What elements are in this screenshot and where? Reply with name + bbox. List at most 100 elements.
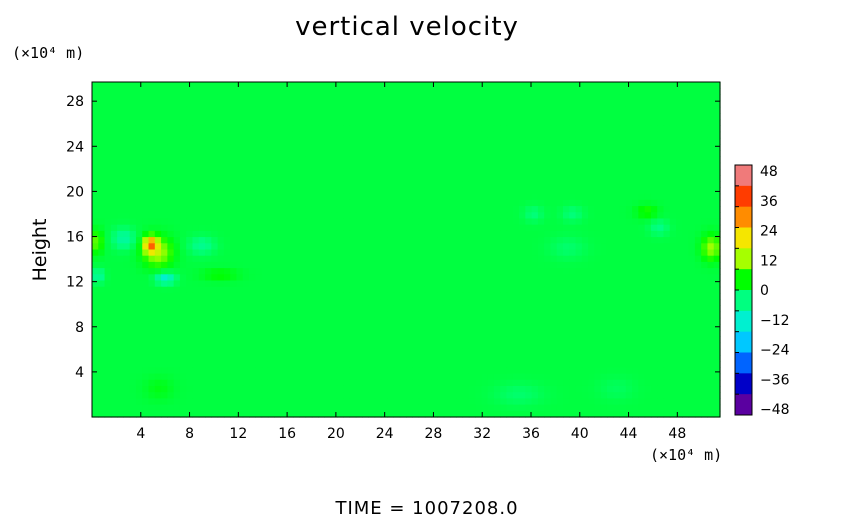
heatmap-cell	[292, 311, 300, 319]
heatmap-cell	[625, 342, 633, 350]
heatmap-cell	[707, 274, 715, 282]
heatmap-cell	[462, 125, 470, 133]
heatmap-cell	[336, 237, 344, 244]
heatmap-cell	[650, 261, 658, 269]
heatmap-cell	[148, 137, 156, 145]
heatmap-cell	[179, 106, 187, 114]
heatmap-cell	[242, 249, 250, 257]
heatmap-cell	[418, 137, 426, 145]
heatmap-cell	[406, 280, 413, 288]
heatmap-cell	[449, 224, 457, 232]
heatmap-cell	[305, 106, 313, 114]
heatmap-cell	[657, 106, 665, 114]
heatmap-cell	[493, 224, 501, 232]
heatmap-cell	[449, 330, 457, 337]
heatmap-cell	[242, 181, 250, 189]
heatmap-cell	[676, 218, 683, 226]
heatmap-cell	[437, 361, 445, 368]
heatmap-cell	[393, 125, 401, 133]
heatmap-cell	[506, 206, 514, 213]
heatmap-cell	[349, 224, 357, 232]
heatmap-cell	[456, 88, 464, 96]
heatmap-cell	[500, 280, 508, 288]
heatmap-cell	[135, 113, 143, 120]
heatmap-cell	[211, 274, 219, 282]
heatmap-cell	[198, 218, 206, 226]
heatmap-cell	[286, 181, 294, 189]
heatmap-cell	[437, 106, 445, 114]
heatmap-cell	[267, 131, 275, 139]
heatmap-cell	[694, 82, 702, 89]
heatmap-cell	[286, 305, 294, 313]
heatmap-cell	[406, 299, 413, 306]
heatmap-cell	[443, 224, 451, 232]
heatmap-cell	[456, 305, 464, 313]
heatmap-cell	[418, 342, 426, 350]
heatmap-cell	[563, 342, 570, 350]
heatmap-cell	[487, 323, 495, 331]
heatmap-cell	[556, 330, 564, 337]
heatmap-cell	[462, 379, 470, 387]
heatmap-cell	[292, 82, 300, 89]
heatmap-cell	[154, 212, 162, 220]
heatmap-cell	[556, 280, 564, 288]
heatmap-cell	[336, 354, 344, 362]
heatmap-cell	[123, 311, 131, 319]
heatmap-cell	[173, 162, 181, 170]
heatmap-cell	[92, 162, 99, 170]
heatmap-cell	[393, 100, 401, 108]
heatmap-cell	[424, 212, 432, 220]
heatmap-cell	[123, 255, 131, 263]
heatmap-cell	[531, 230, 539, 238]
heatmap-cell	[493, 125, 501, 133]
heatmap-cell	[563, 286, 570, 294]
heatmap-cell	[613, 119, 621, 127]
heatmap-cell	[274, 255, 281, 263]
heatmap-cell	[280, 100, 288, 108]
heatmap-cell	[449, 88, 457, 96]
heatmap-cell	[512, 323, 520, 331]
heatmap-cell	[236, 342, 244, 350]
heatmap-cell	[506, 162, 514, 170]
heatmap-cell	[437, 261, 445, 269]
heatmap-cell	[123, 119, 131, 127]
heatmap-cell	[663, 88, 671, 96]
heatmap-cell	[161, 237, 168, 244]
heatmap-cell	[424, 367, 432, 375]
heatmap-cell	[299, 212, 307, 220]
heatmap-cell	[242, 100, 250, 108]
heatmap-cell	[362, 249, 369, 257]
heatmap-cell	[368, 168, 376, 176]
heatmap-cell	[512, 243, 520, 251]
heatmap-cell	[519, 206, 526, 213]
heatmap-cell	[569, 131, 577, 139]
heatmap-cell	[205, 311, 212, 319]
heatmap-cell	[123, 361, 131, 368]
heatmap-cell	[694, 206, 702, 213]
heatmap-cell	[198, 162, 206, 170]
heatmap-cell	[92, 323, 99, 331]
heatmap-cell	[657, 354, 665, 362]
heatmap-cell	[613, 88, 621, 96]
heatmap-cell	[230, 119, 238, 127]
heatmap-cell	[544, 373, 552, 381]
heatmap-cell	[462, 305, 470, 313]
heatmap-cell	[223, 354, 231, 362]
heatmap-cell	[475, 137, 482, 145]
heatmap-cell	[694, 175, 702, 182]
heatmap-cell	[632, 286, 639, 294]
heatmap-cell	[544, 323, 552, 331]
heatmap-cell	[380, 299, 388, 306]
heatmap-cell	[343, 323, 351, 331]
heatmap-cell	[179, 94, 187, 102]
heatmap-cell	[676, 193, 683, 201]
heatmap-cell	[500, 218, 508, 226]
heatmap-cell	[324, 354, 332, 362]
heatmap-cell	[544, 82, 552, 89]
heatmap-cell	[255, 348, 263, 356]
heatmap-cell	[544, 299, 552, 306]
heatmap-cell	[669, 336, 677, 344]
heatmap-cell	[418, 162, 426, 170]
heatmap-cell	[167, 311, 175, 319]
heatmap-cell	[475, 255, 482, 263]
